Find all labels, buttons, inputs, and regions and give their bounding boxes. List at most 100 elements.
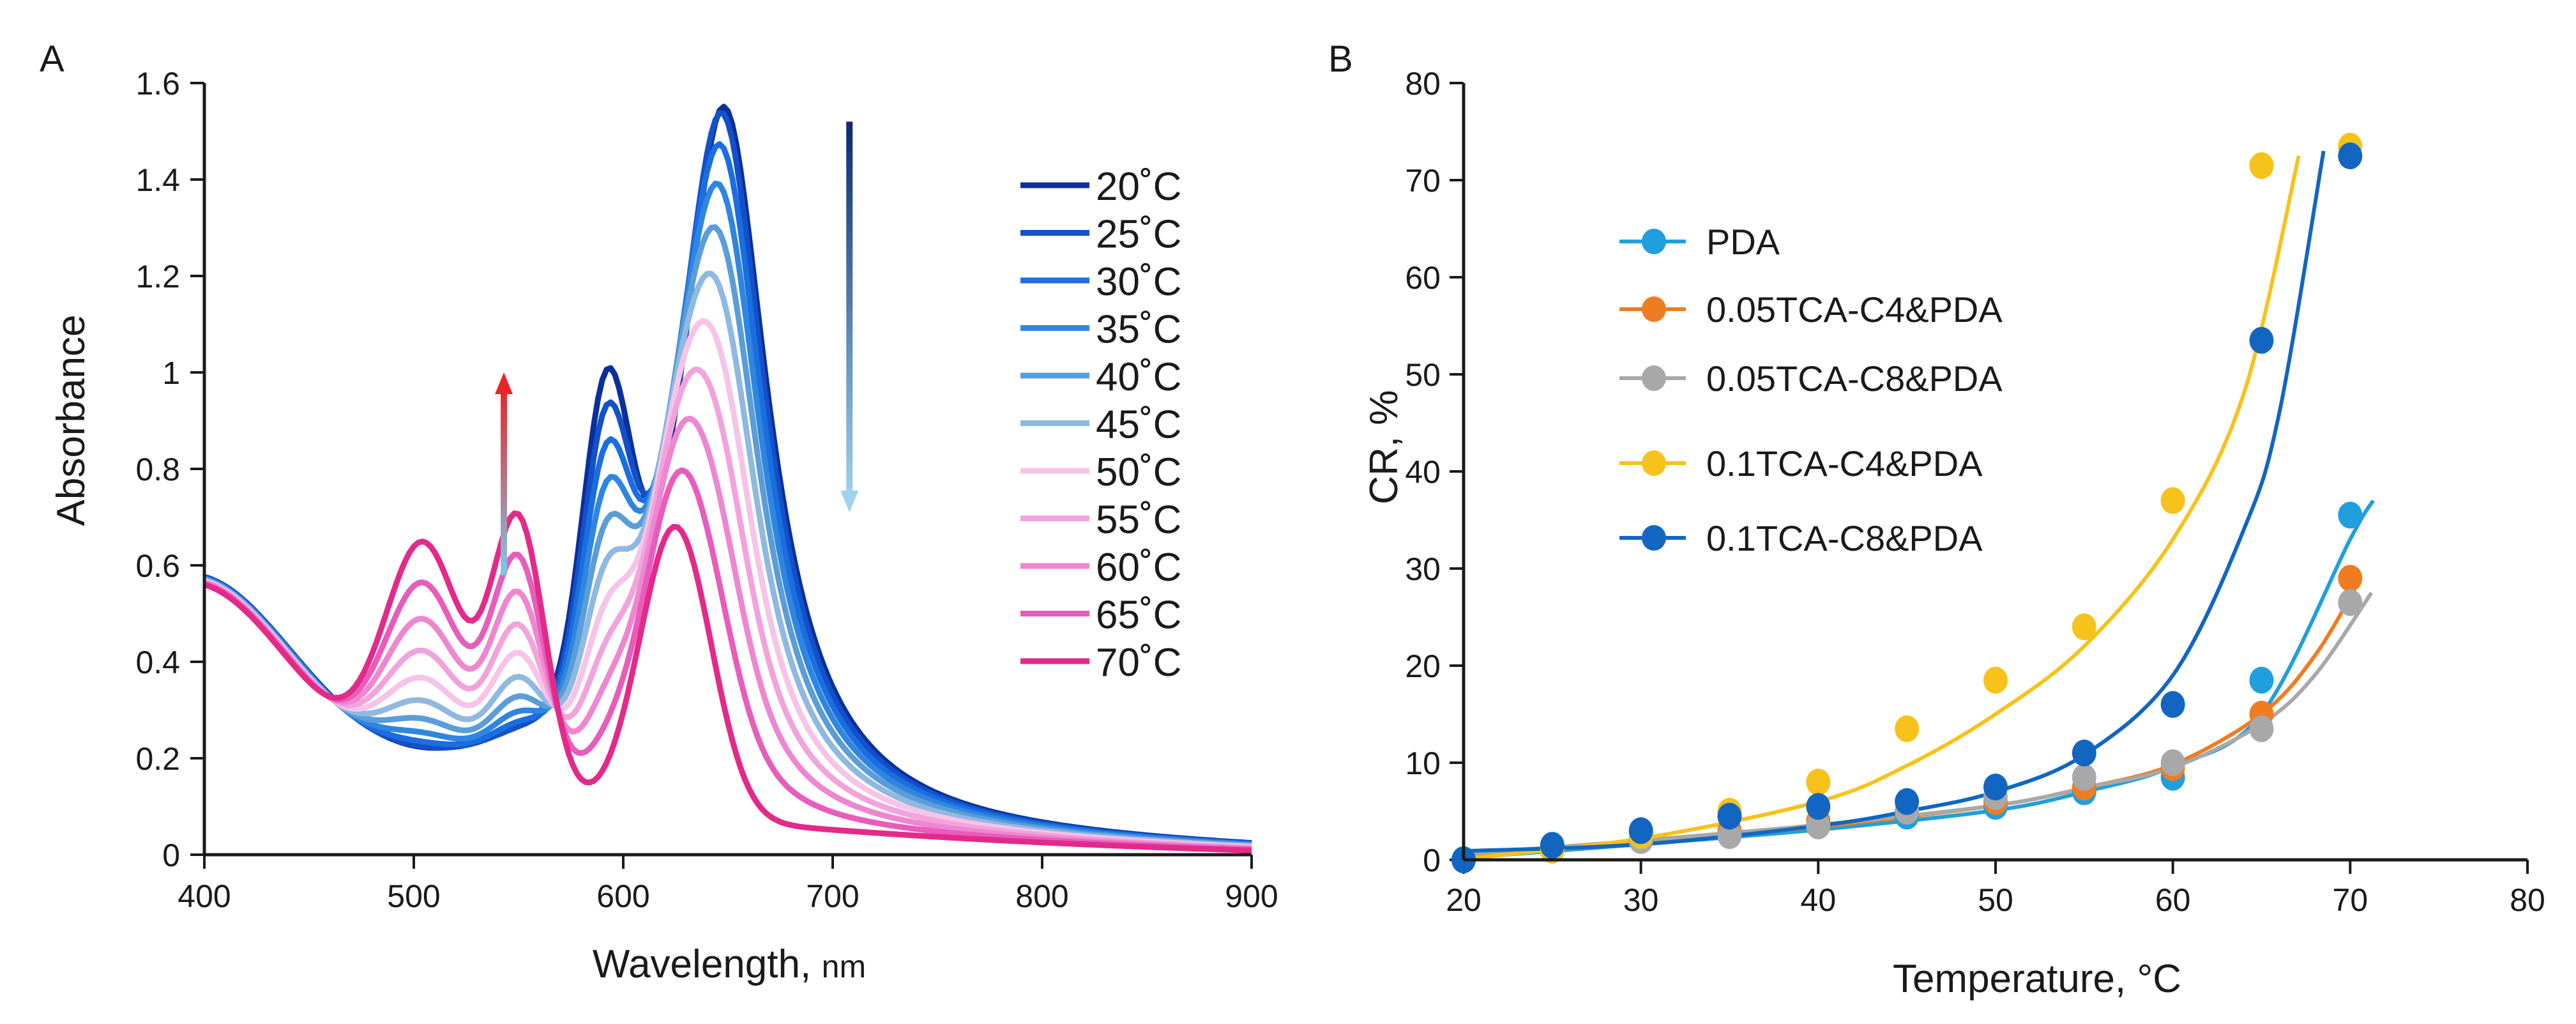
panel-a-spectrum-55c <box>203 367 1252 851</box>
panel-a-y-tick-label: 1.4 <box>135 162 180 198</box>
panel-a-legend-label: 45˚C <box>1096 403 1181 447</box>
panel-a-spectrum-50c <box>203 318 1252 850</box>
panel-a-arrow-up <box>495 372 513 576</box>
panel-b-legend-swatch-marker <box>1642 296 1666 322</box>
panel-b-data-point-4-4 <box>1806 793 1831 820</box>
panel-b-data-point-3-4 <box>1806 768 1831 796</box>
panel-b-data-point-2-7 <box>2072 763 2096 791</box>
panel-b-data-point-4-8 <box>2160 691 2185 718</box>
panel-b-data-point-2-8 <box>2160 749 2185 776</box>
panel-a-x-tick-label: 700 <box>806 878 859 914</box>
panel-a-x-tick-label: 800 <box>1015 878 1068 914</box>
panel-a-legend-label: 65˚C <box>1096 593 1181 638</box>
panel-b-cr-chart: B CR, % Temperature, °C 0 10 20 30 40 50 60 70 8… <box>1328 38 2545 1001</box>
panel-a-legend-label: 20˚C <box>1096 165 1181 209</box>
panel-b-legend-swatch-marker <box>1642 365 1666 391</box>
panel-b-data-point-4-7 <box>2072 739 2096 767</box>
panel-b-y-tick-label: 10 <box>1405 745 1441 781</box>
panel-a-legend-label: 70˚C <box>1096 641 1181 685</box>
panel-a-y-tick-label: 0.4 <box>135 645 180 680</box>
panel-b-data-point-4-3 <box>1717 802 1742 830</box>
panel-a-spectrum-45c <box>203 270 1252 849</box>
panel-b-x-axis-title: Temperature, °C <box>1893 957 2181 1001</box>
panel-b-x-tick-label: 40 <box>1801 882 1837 918</box>
panel-a-x-axis-title: Wavelength, nm <box>593 942 866 986</box>
panel-a-legend-item: 35˚C <box>1020 308 1181 352</box>
panel-a-arrow-down <box>840 121 859 512</box>
panel-b-x-tick-label: 80 <box>2510 882 2545 918</box>
panel-b-data-point-4-1 <box>1540 832 1565 859</box>
panel-a-y-tick-label: 1.6 <box>135 66 180 102</box>
panel-a-x-tick-label: 900 <box>1225 878 1278 914</box>
panel-b-label: B <box>1328 38 1353 80</box>
panel-a-legend-label: 40˚C <box>1096 355 1181 399</box>
panel-b-y-axis-title: CR, % <box>1362 390 1406 504</box>
panel-a-spectrum-70c <box>203 510 1252 853</box>
panel-a-legend-item: 20˚C <box>1020 165 1181 209</box>
panel-a-legend-label: 60˚C <box>1096 546 1181 590</box>
panel-a-y-tick-label: 1 <box>162 355 180 391</box>
panel-b-data-point-3-5 <box>1895 715 1920 742</box>
panel-b-legend-label: 0.1TCA-C4&PDA <box>1706 443 1983 484</box>
panel-b-y-tick-label: 50 <box>1405 357 1441 393</box>
panel-b-data-point-3-7 <box>2072 613 2096 641</box>
panel-a-legend-item: 65˚C <box>1020 593 1181 638</box>
panel-b-data-point-1-10 <box>2338 565 2363 592</box>
panel-b-fit-line-3 <box>1463 155 2301 861</box>
panel-b-data-point-4-10 <box>2338 142 2363 169</box>
panel-b-legend-label: 0.05TCA-C8&PDA <box>1706 358 2003 399</box>
panel-b-data-point-0-9 <box>2249 666 2274 694</box>
panel-b-legend-item: PDA <box>1619 222 1780 262</box>
panel-b-legend-swatch-marker <box>1642 229 1666 254</box>
panel-a-y-tick-label: 0.8 <box>135 452 180 487</box>
panel-b-y-tick-label: 80 <box>1405 66 1441 102</box>
panel-b-x-tick-label: 50 <box>1978 882 2013 918</box>
panel-a-legend-label: 55˚C <box>1096 498 1181 542</box>
panel-b-data-point-2-4 <box>1806 812 1831 839</box>
panel-a-legend-label: 25˚C <box>1096 213 1181 257</box>
panel-b-y-tick-label: 20 <box>1405 648 1441 684</box>
panel-b-legend-swatch-marker <box>1642 525 1666 551</box>
panel-a-label: A <box>40 38 64 80</box>
panel-a-absorbance-chart: A Absorbance Wavelength, nm 0 0.2 0.4 0.6 0.… <box>40 38 1278 986</box>
panel-b-data-point-4-5 <box>1895 788 1920 815</box>
panel-b-y-tick-label: 30 <box>1405 551 1441 587</box>
panel-b-data-point-0-10 <box>2338 501 2363 529</box>
panel-a-legend-item: 45˚C <box>1020 403 1181 447</box>
panel-a-legend-label: 50˚C <box>1096 450 1181 494</box>
panel-b-legend-swatch-marker <box>1642 450 1666 476</box>
panel-a-y-axis-title: Absorbance <box>49 315 93 526</box>
panel-a-legend-item: 55˚C <box>1020 498 1181 542</box>
panel-b-x-tick-label: 60 <box>2155 882 2191 918</box>
panel-a-legend-item: 50˚C <box>1020 450 1181 494</box>
panel-b-x-tick-label: 20 <box>1446 882 1481 918</box>
panel-b-data-point-2-9 <box>2249 715 2274 742</box>
panel-a-x-axis-title-main: Wavelength, <box>593 942 811 986</box>
panel-a-spectrum-35c <box>203 180 1252 848</box>
panel-b-data-point-4-2 <box>1628 817 1653 844</box>
panel-a-y-tick-label: 0.2 <box>135 741 180 777</box>
panel-a-y-tick-label: 0.6 <box>135 548 180 584</box>
panel-b-data-point-3-6 <box>1983 666 2008 694</box>
panel-a-x-tick-label: 600 <box>596 878 649 914</box>
panel-b-y-tick-label: 60 <box>1405 260 1441 296</box>
panel-a-legend-label: 30˚C <box>1096 260 1181 304</box>
panel-a-legend-item: 70˚C <box>1020 641 1181 685</box>
panel-a-legend-item: 60˚C <box>1020 546 1181 590</box>
panel-a-legend-item: 25˚C <box>1020 213 1181 257</box>
panel-a-y-tick-label: 0 <box>162 837 180 873</box>
panel-b-legend-item: 0.05TCA-C4&PDA <box>1619 289 2003 330</box>
panel-a-legend-item: 40˚C <box>1020 355 1181 399</box>
panel-a-x-axis-title-unit: nm <box>822 949 866 984</box>
panel-b-y-tick-label: 40 <box>1405 454 1441 490</box>
panel-b-data-point-3-9 <box>2249 152 2274 180</box>
panel-b-fit-line-4 <box>1463 150 2326 853</box>
panel-b-data-point-2-10 <box>2338 589 2363 616</box>
panel-a-legend-label: 35˚C <box>1096 308 1181 352</box>
panel-b-legend-label: 0.05TCA-C4&PDA <box>1706 289 2003 330</box>
panel-b-legend-item: 0.1TCA-C8&PDA <box>1619 518 1983 558</box>
panel-b-data-point-4-6 <box>1983 774 2008 800</box>
panel-b-y-tick-label: 0 <box>1423 843 1441 878</box>
panel-b-legend-item: 0.1TCA-C4&PDA <box>1619 443 1983 484</box>
